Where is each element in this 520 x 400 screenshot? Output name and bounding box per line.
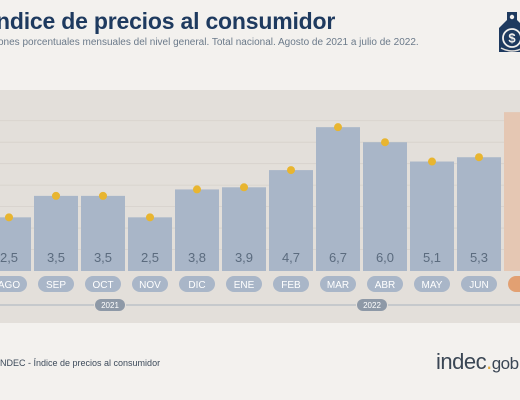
bar-ene <box>222 187 266 271</box>
data-label: 5,1 <box>423 250 441 265</box>
data-label: 3,5 <box>47 250 65 265</box>
value-marker <box>381 138 389 147</box>
data-label: 3,9 <box>235 250 253 265</box>
year-label: 2021 <box>101 301 119 310</box>
bar-mar <box>316 127 360 271</box>
category-pill <box>179 276 215 292</box>
source-note: NDEC - Índice de precios al consumidor <box>0 358 161 368</box>
value-marker <box>240 183 248 192</box>
bar-ago <box>0 217 31 271</box>
indec-logo: indec.gob <box>436 349 519 375</box>
price-tag-dollar-icon: $ <box>499 12 520 52</box>
value-marker <box>428 157 436 166</box>
category-label: JUN <box>469 280 488 291</box>
data-label: 6,7 <box>329 250 347 265</box>
page-subtitle: ones porcentuales mensuales del nivel ge… <box>0 37 419 48</box>
brand-dot: . <box>486 349 492 374</box>
data-label: 2,5 <box>0 250 18 265</box>
value-marker <box>193 185 201 194</box>
category-pill <box>85 276 121 292</box>
category-label: SEP <box>46 280 66 291</box>
data-label: 3,8 <box>188 250 206 265</box>
data-label: 4,7 <box>282 250 300 265</box>
bar-ju <box>504 112 520 271</box>
value-marker <box>99 191 107 200</box>
bar-may <box>410 161 454 271</box>
value-marker <box>5 213 13 222</box>
category-label: ABR <box>375 280 396 291</box>
value-marker <box>146 213 154 222</box>
data-label: 5,3 <box>470 250 488 265</box>
category-pill <box>38 276 74 292</box>
category-pill <box>0 276 27 292</box>
year-pill <box>95 299 125 311</box>
data-label: 6,0 <box>376 250 394 265</box>
category-pill <box>320 276 356 292</box>
bar-oct <box>81 195 125 271</box>
category-pill <box>414 276 450 292</box>
category-pill <box>273 276 309 292</box>
year-label: 2022 <box>363 301 381 310</box>
category-label: MAY <box>422 280 443 291</box>
value-marker <box>475 153 483 162</box>
bar-dic <box>175 189 219 271</box>
category-label: NOV <box>139 280 161 291</box>
bar-jun <box>457 157 501 271</box>
data-label: 3,5 <box>94 250 112 265</box>
bar-feb <box>269 170 313 271</box>
category-pill <box>461 276 497 292</box>
category-pill <box>132 276 168 292</box>
category-label: OCT <box>92 280 113 291</box>
brand-suffix: gob <box>491 354 519 373</box>
bar-sep <box>34 195 78 271</box>
category-pill <box>508 276 520 292</box>
value-marker <box>52 191 60 200</box>
data-label: 2,5 <box>141 250 159 265</box>
brand-main: indec <box>436 349 487 374</box>
category-label: AGO <box>0 280 20 291</box>
bar-nov <box>128 217 172 271</box>
category-pill <box>226 276 262 292</box>
category-label: ENE <box>234 280 255 291</box>
value-marker <box>287 166 295 175</box>
category-label: DIC <box>188 280 205 291</box>
svg-text:$: $ <box>508 31 516 46</box>
category-label: MAR <box>327 280 349 291</box>
page-title: ndice de precios al consumidor <box>0 8 336 34</box>
year-pill <box>357 299 387 311</box>
category-pill <box>367 276 403 292</box>
category-label: FEB <box>281 280 301 291</box>
bar-abr <box>363 142 407 271</box>
value-marker <box>334 123 342 132</box>
